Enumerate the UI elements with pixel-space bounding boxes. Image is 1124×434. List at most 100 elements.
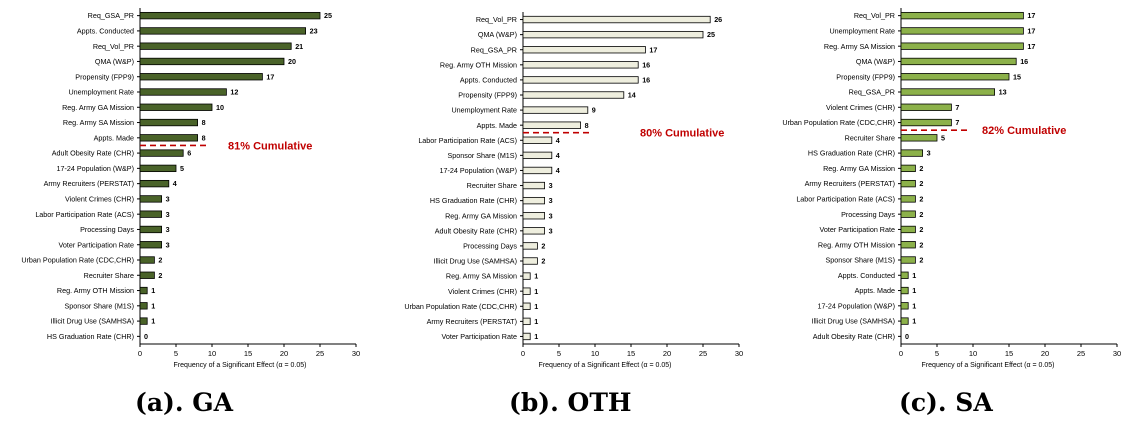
category-label: Voter Participation Rate <box>58 240 134 249</box>
caption-oth: (b). OTH <box>509 388 632 417</box>
bar <box>900 225 916 234</box>
value-label: 2 <box>919 164 923 173</box>
x-axis-label: Frequency of a Significant Effect (α = 0… <box>922 362 1055 369</box>
category-label: QMA (W&P) <box>95 57 134 66</box>
bar <box>900 271 909 279</box>
category-label: Propensity (FPP9) <box>458 91 517 100</box>
value-label: 1 <box>534 272 538 281</box>
value-label: 1 <box>151 286 155 295</box>
x-axis-label: Frequency of a Significant Effect (α = 0… <box>539 362 672 369</box>
bar <box>139 27 307 35</box>
bar <box>139 73 263 81</box>
bar <box>139 302 148 310</box>
bar <box>139 88 227 96</box>
category-label: Urban Population Rate (CDC,CHR) <box>782 118 895 127</box>
cutoff-label: 80% Cumulative <box>640 128 724 140</box>
category-label: Reg. Army SA Mission <box>446 272 517 281</box>
cutoff-label: 82% Cumulative <box>982 125 1066 137</box>
x-tick-label: 10 <box>969 349 977 358</box>
value-label: 1 <box>534 332 538 341</box>
bar <box>900 286 909 295</box>
bar <box>900 57 1017 66</box>
bar <box>139 286 148 295</box>
category-label: Reg. Army OTH Mission <box>57 286 134 295</box>
value-label: 1 <box>534 302 538 311</box>
value-label: 2 <box>541 242 545 251</box>
x-tick-label: 20 <box>1041 349 1049 358</box>
value-label: 3 <box>166 240 170 249</box>
value-label: 25 <box>707 30 715 39</box>
bar <box>522 166 553 175</box>
category-label: Appts. Made <box>477 121 517 130</box>
value-label: 1 <box>912 286 916 295</box>
bar <box>522 91 625 99</box>
value-label: 3 <box>166 210 170 219</box>
bar <box>522 332 531 341</box>
bar <box>139 256 155 264</box>
bar <box>522 121 581 129</box>
x-tick-label: 30 <box>1113 349 1121 358</box>
category-label: Processing Days <box>80 225 134 234</box>
bar <box>522 257 538 265</box>
bar <box>522 106 589 114</box>
category-label: Army Recruiters (PERSTAT) <box>427 317 517 326</box>
value-label: 4 <box>556 136 560 145</box>
value-label: 3 <box>549 181 553 190</box>
bar <box>900 103 952 111</box>
value-label: 16 <box>642 76 650 85</box>
bar <box>900 241 916 249</box>
category-label: Illicit Drug Use (SAMHSA) <box>434 257 517 266</box>
category-label: Recruiter Share <box>845 133 895 142</box>
bar <box>522 317 531 326</box>
x-tick-label: 15 <box>627 349 635 358</box>
value-label: 2 <box>919 256 923 265</box>
x-tick-label: 0 <box>899 349 903 358</box>
chart-oth: 0 5 10 15 20 25 30 Frequency of a Significant E… <box>404 12 743 369</box>
category-label: Appts. Conducted <box>838 271 895 280</box>
category-label: Unemployment Rate <box>68 88 134 97</box>
x-tick-label: 10 <box>591 349 599 358</box>
value-label: 1 <box>912 301 916 310</box>
x-tick-label: 25 <box>316 349 324 358</box>
value-label: 4 <box>556 166 560 175</box>
bar <box>900 42 1024 50</box>
bar <box>522 227 546 235</box>
category-label: Recruiter Share <box>467 181 517 190</box>
category-label: Appts. Conducted <box>77 27 134 36</box>
value-label: 23 <box>310 27 318 36</box>
bar <box>139 225 163 234</box>
x-tick-label: 25 <box>1077 349 1085 358</box>
bar <box>900 118 952 127</box>
category-label: Illicit Drug Use (SAMHSA) <box>51 317 134 326</box>
category-label: Labor Participation Rate (ACS) <box>35 210 134 219</box>
category-label: Reg. Army OTH Mission <box>818 240 895 249</box>
bar <box>139 57 285 66</box>
category-label: Reg. Army OTH Mission <box>440 60 517 69</box>
bar <box>900 27 1024 35</box>
bar <box>522 46 646 54</box>
bar <box>522 15 711 24</box>
category-label: 17-24 Population (W&P) <box>56 164 134 173</box>
category-label: 17-24 Population (W&P) <box>817 301 895 310</box>
bar <box>139 42 292 50</box>
bar <box>900 164 916 173</box>
bar <box>139 210 163 218</box>
caption-sa: (c). SA <box>899 388 993 417</box>
category-label: Propensity (FPP9) <box>75 72 134 81</box>
x-tick-label: 25 <box>699 349 707 358</box>
value-label: 1 <box>534 317 538 326</box>
category-label: Req_GSA_PR <box>849 88 895 97</box>
bar <box>900 73 1010 81</box>
x-axis-label: Frequency of a Significant Effect (α = 0… <box>174 362 307 369</box>
x-tick-label: 10 <box>208 349 216 358</box>
value-label: 0 <box>905 332 909 341</box>
bar <box>522 272 531 280</box>
bar <box>522 61 639 69</box>
category-label: HS Graduation Rate (CHR) <box>430 196 517 205</box>
value-label: 17 <box>649 45 657 54</box>
value-label: 17 <box>1027 27 1035 36</box>
x-tick-label: 20 <box>280 349 288 358</box>
bar <box>522 151 553 160</box>
bar <box>139 195 163 203</box>
category-label: Voter Participation Rate <box>441 332 517 341</box>
